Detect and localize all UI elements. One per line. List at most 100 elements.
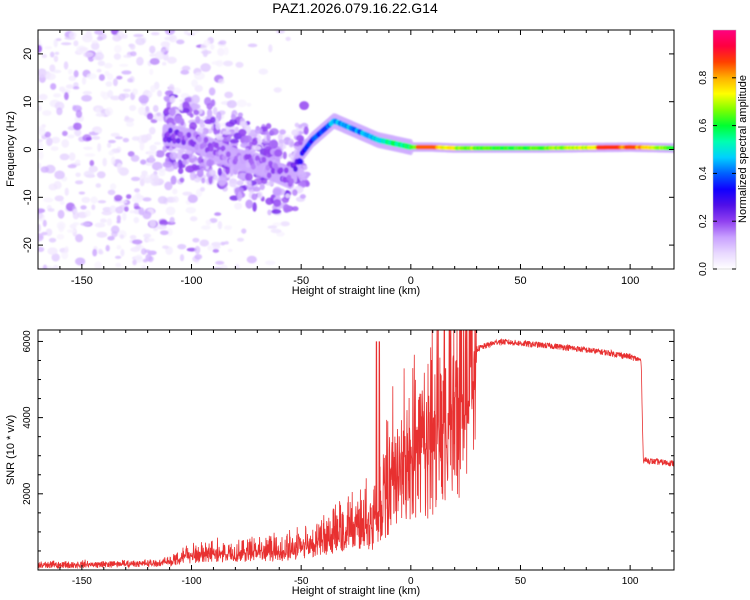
spectrogram-cell — [139, 142, 145, 151]
spectrogram-cell — [67, 164, 77, 169]
spectrogram-xlabel: Height of straight line (km) — [292, 285, 420, 297]
spectrogram-cell — [199, 122, 206, 128]
spectrogram-cell — [88, 165, 98, 173]
spectrogram-cell — [294, 122, 300, 128]
spectrogram-cell — [245, 161, 251, 168]
spectrogram-cell — [163, 95, 171, 102]
spectrogram-cell — [212, 106, 218, 115]
spectrogram-cell — [218, 78, 225, 85]
spectrogram-cell — [73, 70, 79, 78]
spectrogram-cell — [210, 44, 215, 50]
spectrogram-cell — [116, 220, 121, 224]
spectrogram-cell — [127, 78, 133, 83]
spectrogram-cell — [49, 51, 55, 58]
spectrogram-cell — [179, 177, 185, 183]
spectrogram-cell — [130, 246, 141, 253]
spectrogram-cell — [75, 172, 81, 178]
spectrogram-cell — [142, 210, 152, 220]
spectrogram-cell — [73, 128, 82, 137]
spectrogram-cell — [272, 188, 282, 196]
spectrogram-cell — [228, 179, 237, 188]
spectrogram-cell — [164, 36, 175, 41]
spectrogram-cell — [67, 68, 73, 75]
spectrogram-cell — [142, 197, 152, 202]
spectrogram-cell — [236, 237, 245, 242]
spectrogram-cell — [227, 248, 233, 253]
spectrogram-cell — [225, 151, 231, 158]
spectrogram-cell — [98, 250, 104, 255]
spectrogram-cell — [96, 68, 102, 73]
spectrogram-cell — [245, 172, 253, 181]
spectrogram-cell — [38, 223, 41, 233]
spectrogram-cell — [83, 51, 94, 58]
spectrogram-cell — [291, 206, 299, 212]
spectrogram-cell — [237, 112, 243, 118]
spectrogram-cell — [133, 205, 141, 210]
spectrogram-cell — [61, 139, 70, 148]
snr-ytick-label: 2000 — [22, 482, 33, 505]
spectrogram-cell — [200, 43, 208, 51]
spectrogram-cell — [281, 196, 290, 204]
spectrogram-cell — [218, 40, 227, 45]
spectrogram-cell — [299, 101, 310, 111]
spectrogram-cell — [179, 254, 185, 262]
spectrogram-cell — [118, 93, 126, 101]
spectrogram-cell — [51, 253, 60, 262]
spectrogram-cell — [38, 246, 45, 252]
spectrogram-cell — [96, 36, 104, 41]
spectrogram-cell — [148, 154, 155, 164]
spectrogram-cell — [172, 196, 179, 203]
spectrogram-cell — [138, 106, 146, 116]
spectrogram-cell — [132, 88, 138, 96]
spectrogram-cell — [160, 41, 170, 48]
spectrogram-cell — [146, 238, 155, 242]
spectrogram-cell — [247, 181, 252, 187]
spectrogram-cell — [140, 134, 149, 143]
colorbar-ticks: 0.0 0.2 0.4 0.6 0.8 — [698, 70, 736, 276]
spectrogram-cell — [78, 191, 86, 195]
spectrogram-cell — [173, 115, 183, 124]
spectrogram-cell — [266, 132, 271, 142]
spectrogram-cell — [215, 122, 221, 130]
spectrogram-cell — [54, 51, 60, 55]
spectrogram-cell — [53, 93, 61, 98]
spectrogram-cell — [42, 219, 47, 227]
spectrogram-ytick-label: 0 — [22, 146, 34, 152]
spectrogram-cell — [157, 90, 162, 97]
spectrogram-cell — [50, 146, 59, 151]
spectrogram-cell — [172, 137, 177, 144]
spectrogram-cell — [138, 207, 145, 216]
spectrogram-cell — [143, 177, 153, 184]
spectrogram-cell — [212, 248, 220, 253]
spectrogram-cell — [42, 110, 52, 116]
spectrogram-cell — [130, 176, 141, 182]
spectrogram-cell — [267, 225, 278, 229]
spectrogram-cell — [258, 68, 269, 75]
spectrogram-cell — [38, 38, 41, 46]
spectrogram-cell — [207, 245, 213, 251]
spectrogram-cell — [261, 156, 267, 163]
spectrogram-cell — [133, 33, 144, 38]
spectrogram-cell — [91, 204, 96, 211]
spectrogram-cell — [214, 212, 222, 216]
spectrogram-cell — [149, 45, 156, 54]
spectrogram-cell — [45, 72, 56, 81]
spectrogram-cell — [129, 43, 136, 50]
spectrogram-cell — [115, 262, 122, 268]
snr-series-line — [38, 330, 674, 570]
spectrogram-ylabel: Frequency (Hz) — [5, 111, 17, 187]
spectrogram-cell — [38, 69, 46, 78]
spectrogram-cell — [216, 135, 224, 141]
spectrogram-cell — [68, 152, 76, 161]
snr-ytick-label: 4000 — [22, 406, 33, 429]
spectrogram-ytick-label: 20 — [22, 48, 34, 60]
spectrogram-cell — [114, 194, 123, 202]
spectrogram-cell — [140, 248, 147, 255]
spectrogram-cell — [234, 187, 245, 194]
spectrogram-cell — [90, 196, 98, 204]
spectrogram-cell — [186, 132, 192, 139]
spectrogram-cell — [303, 126, 309, 135]
spectrogram-cell — [120, 248, 125, 257]
spectrogram-cell — [265, 123, 272, 129]
